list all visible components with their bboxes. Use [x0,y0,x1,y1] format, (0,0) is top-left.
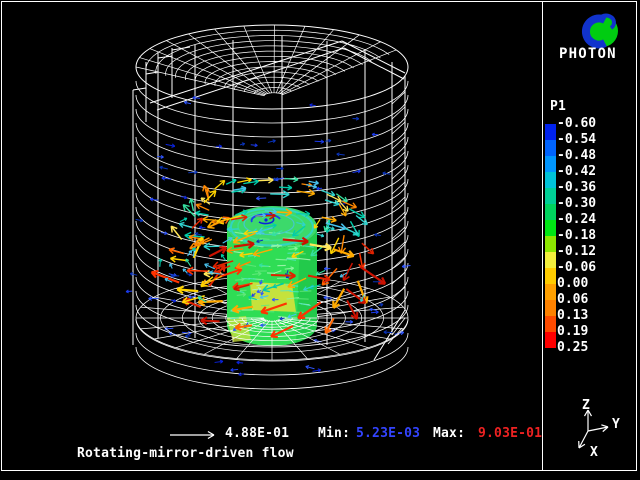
legend-tick-label: -0.30 [557,196,597,211]
panel-divider [542,2,543,471]
legend-tick-label: -0.48 [557,148,597,163]
legend-segment [545,332,556,348]
plot-title: Rotating-mirror-driven flow [77,446,294,461]
legend-tick-label: 0.25 [557,340,589,355]
legend-segment [545,300,556,316]
axis-label-z: Z [582,398,590,413]
legend-segment [545,316,556,332]
legend-segment [545,188,556,204]
legend-segment [545,156,556,172]
legend-tick-label: -0.36 [557,180,597,195]
legend-segment [545,124,556,140]
axis-label-y: Y [612,417,620,432]
window-border [1,1,637,471]
legend-tick-label: 0.19 [557,324,589,339]
max-value: 9.03E-01 [478,426,543,441]
legend-segment [545,220,556,236]
photon-logo-icon [581,13,618,49]
legend-tick-label: 0.13 [557,308,589,323]
legend-tick-label: -0.06 [557,260,597,275]
min-value: 5.23E-03 [356,426,421,441]
legend-segment [545,284,556,300]
legend-tick-label: -0.54 [557,132,597,147]
legend-segment [545,204,556,220]
legend-tick-label: 0.00 [557,276,589,291]
axis-label-x: X [590,445,598,460]
legend-tick-label: -0.12 [557,244,597,259]
reference-vector-value: 4.88E-01 [225,426,290,441]
legend-tick-label: -0.24 [557,212,597,227]
legend-segment [545,268,556,284]
legend-segment [545,140,556,156]
legend-segment [545,252,556,268]
app-name: PHOTON [559,46,617,62]
min-label: Min: [318,426,351,441]
legend-tick-label: -0.18 [557,228,597,243]
legend-tick-label: -0.42 [557,164,597,179]
legend-segment [545,172,556,188]
legend-tick-label: 0.06 [557,292,589,307]
legend-segment [545,236,556,252]
legend-variable: P1 [550,99,567,114]
max-label: Max: [433,426,466,441]
legend-tick-label: -0.60 [557,116,597,131]
